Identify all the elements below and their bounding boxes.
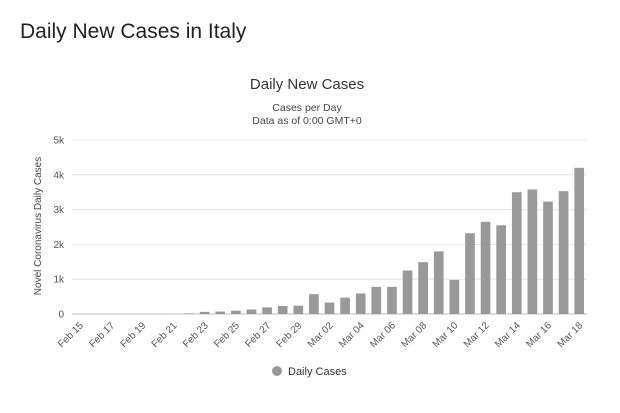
bar-mar-17[interactable] [558,191,569,314]
bars [168,167,585,315]
bar-feb-24[interactable] [215,311,226,314]
page-heading: Daily New Cases in Italy [20,20,247,43]
x-tick-labels: Feb 15 Feb 17 Feb 19 Feb 21 Feb 23 Feb 25 Feb … [56,320,586,350]
chart-title: Daily New Cases [250,76,364,93]
x-tick-label-feb-21: Feb 21 [150,320,180,350]
y-tick-labels: 0 1k 2k 3k 4k 5k [53,136,65,321]
legend-label-daily-cases[interactable]: Daily Cases [288,366,347,378]
x-tick-label-feb-27: Feb 27 [243,320,273,350]
bar-mar-10[interactable] [449,279,460,314]
x-tick-label-feb-19: Feb 19 [119,320,149,350]
bar-mar-16[interactable] [543,201,553,314]
legend-marker-daily-cases [272,366,282,376]
bar-feb-22[interactable] [184,313,194,314]
bar-mar-08[interactable] [418,262,428,314]
x-tick-label-mar-06: Mar 06 [368,320,398,350]
bar-feb-27[interactable] [262,307,272,314]
bar-mar-15[interactable] [527,189,538,314]
x-tick-label-mar-10: Mar 10 [431,320,461,350]
grid-lines [72,139,587,315]
x-tick-label-feb-23: Feb 23 [181,320,211,350]
x-tick-label-feb-29: Feb 29 [275,320,305,350]
y-tick-label-2k: 2k [53,240,65,251]
bar-mar-05[interactable] [371,286,382,314]
y-axis-label: Novel Coronavirus Daily Cases [33,157,44,295]
bar-mar-07[interactable] [402,270,413,315]
bar-feb-26[interactable] [246,309,257,314]
bar-mar-11[interactable] [465,233,475,314]
bar-mar-03[interactable] [340,297,350,314]
bar-mar-04[interactable] [355,293,366,314]
bar-mar-13[interactable] [496,225,507,314]
x-tick-label-feb-25: Feb 25 [212,320,242,350]
x-tick-label-mar-14: Mar 14 [493,320,523,350]
x-tick-label-mar-04: Mar 04 [337,320,367,350]
chart-subtitle-line-1: Cases per Day [272,102,342,114]
bar-mar-12[interactable] [480,221,491,314]
x-tick-label-feb-15: Feb 15 [56,320,86,350]
x-tick-label-mar-02: Mar 02 [306,320,336,350]
x-tick-label-mar-12: Mar 12 [462,320,492,350]
x-tick-label-mar-16: Mar 16 [524,320,554,350]
bar-feb-28[interactable] [277,306,288,314]
bar-feb-29[interactable] [293,305,304,314]
bar-mar-09[interactable] [433,251,444,314]
bar-feb-25[interactable] [231,310,241,314]
bar-mar-18[interactable] [574,167,585,314]
y-tick-label-5k: 5k [53,136,65,147]
bar-mar-02[interactable] [324,302,335,314]
bar-mar-06[interactable] [387,286,397,314]
x-tick-label-mar-08: Mar 08 [399,320,429,350]
y-tick-label-1k: 1k [53,275,65,286]
bar-mar-01[interactable] [309,294,319,314]
bar-mar-14[interactable] [511,192,522,314]
y-tick-label-4k: 4k [53,170,65,181]
legend[interactable]: Daily Cases [272,366,347,378]
x-tick-label-mar-18: Mar 18 [556,320,586,350]
y-tick-label-3k: 3k [53,205,65,216]
x-tick-label-feb-17: Feb 17 [87,320,117,350]
y-tick-label-0: 0 [58,310,64,321]
chart-subtitle-line-2: Data as of 0:00 GMT+0 [252,115,362,127]
bar-feb-23[interactable] [199,311,210,314]
